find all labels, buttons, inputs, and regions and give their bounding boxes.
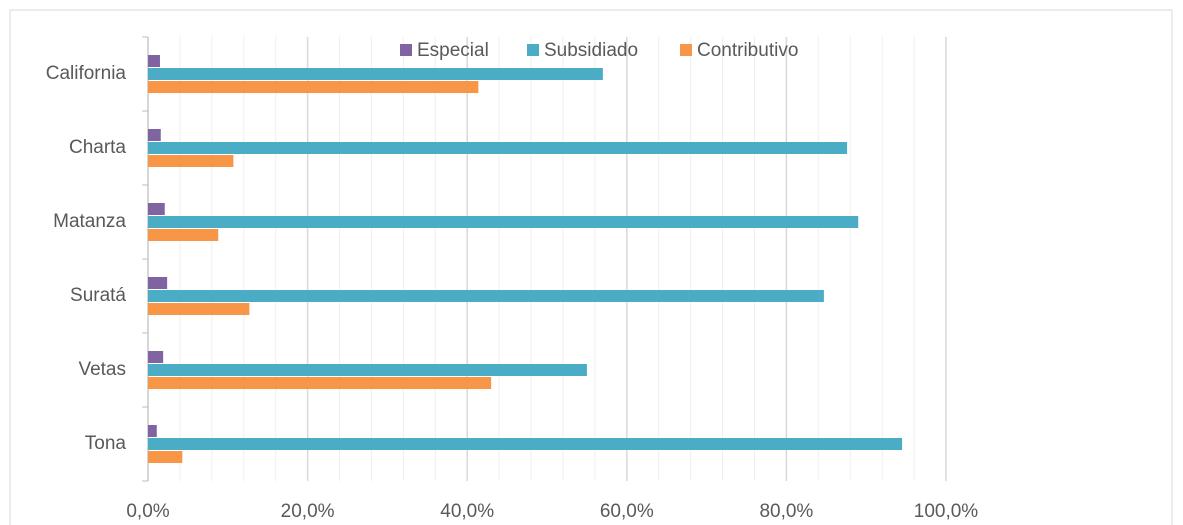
bar	[148, 425, 157, 437]
bar	[148, 142, 848, 154]
bar	[148, 203, 165, 215]
bar	[148, 377, 492, 389]
legend-swatch	[400, 44, 412, 56]
y-tick-label: Tona	[85, 433, 127, 454]
bar	[148, 81, 479, 93]
bar	[148, 277, 168, 289]
bar	[148, 68, 603, 80]
x-tick-label: 40,0%	[440, 501, 494, 522]
bar	[148, 155, 234, 167]
x-tick-label: 0,0%	[126, 501, 169, 522]
y-tick-label: California	[46, 63, 127, 84]
x-tick-label: 20,0%	[281, 501, 335, 522]
legend-label: Subsidiado	[544, 40, 638, 61]
legend-label: Contributivo	[697, 40, 798, 61]
legend-swatch	[680, 44, 692, 56]
bar	[148, 129, 161, 141]
bar	[148, 451, 183, 463]
bar	[148, 55, 160, 67]
bar	[148, 303, 250, 315]
bar	[148, 351, 164, 363]
x-tick-label: 60,0%	[600, 501, 654, 522]
y-tick-label: Matanza	[53, 211, 126, 232]
y-tick-label: Vetas	[78, 359, 126, 380]
bar	[148, 364, 587, 376]
bar	[148, 438, 903, 450]
legend-label: Especial	[417, 40, 489, 61]
x-tick-label: 100,0%	[914, 501, 979, 522]
y-tick-label: Suratá	[70, 285, 126, 306]
bar	[148, 290, 824, 302]
y-tick-label: Charta	[69, 137, 126, 158]
legend-swatch	[527, 44, 539, 56]
bar	[148, 229, 219, 241]
x-tick-label: 80,0%	[759, 501, 813, 522]
bar	[148, 216, 859, 228]
